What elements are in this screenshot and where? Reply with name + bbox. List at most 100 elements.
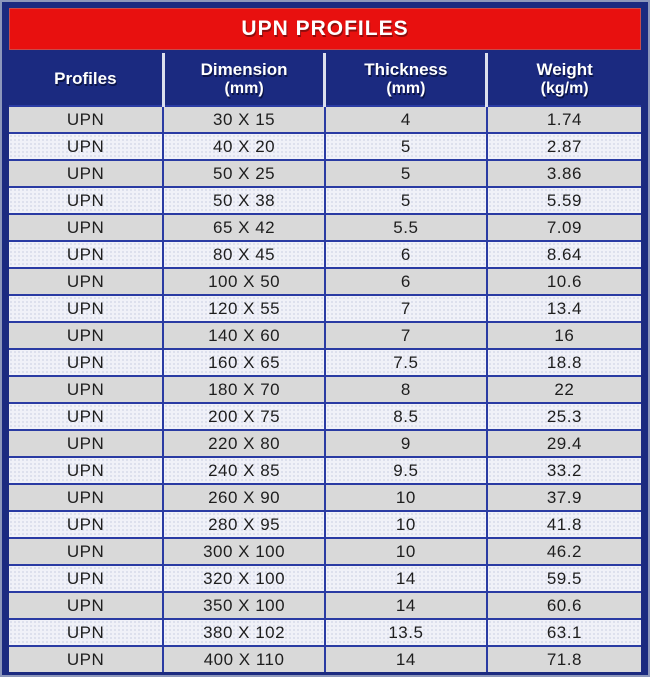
cell-profile: UPN <box>9 213 164 241</box>
cell-weight: 29.4 <box>485 429 641 457</box>
column-header-profiles: Profiles <box>9 53 164 106</box>
cell-weight: 63.1 <box>485 618 641 646</box>
cell-thickness: 6 <box>323 240 487 268</box>
cell-profile: UPN <box>9 429 164 457</box>
cell-thickness: 14 <box>323 645 487 672</box>
column-header-dimension: Dimension (mm) <box>161 53 325 106</box>
cell-dimension: 300 X 100 <box>162 537 325 565</box>
table-row: UPN 160 X 65 7.5 18.8 <box>9 348 641 376</box>
cell-profile: UPN <box>9 456 164 484</box>
cell-thickness: 5.5 <box>323 213 487 241</box>
cell-thickness: 5 <box>323 186 487 214</box>
cell-thickness: 14 <box>323 591 487 619</box>
cell-dimension: 350 X 100 <box>162 591 325 619</box>
table-row: UPN 320 X 100 14 59.5 <box>9 564 641 592</box>
title-banner: UPN PROFILES <box>9 8 641 50</box>
cell-weight: 71.8 <box>485 645 641 672</box>
cell-dimension: 200 X 75 <box>162 402 325 430</box>
table-row: UPN 140 X 60 7 16 <box>9 321 641 349</box>
cell-thickness: 6 <box>323 267 487 295</box>
cell-profile: UPN <box>9 321 164 349</box>
table-row: UPN 180 X 70 8 22 <box>9 375 641 403</box>
cell-dimension: 380 X 102 <box>162 618 325 646</box>
cell-thickness: 13.5 <box>323 618 487 646</box>
cell-dimension: 140 X 60 <box>162 321 325 349</box>
cell-dimension: 50 X 25 <box>162 159 325 187</box>
cell-profile: UPN <box>9 618 164 646</box>
cell-thickness: 14 <box>323 564 487 592</box>
cell-dimension: 280 X 95 <box>162 510 325 538</box>
cell-weight: 10.6 <box>485 267 641 295</box>
column-label: Dimension <box>200 60 288 79</box>
table-row: UPN 380 X 102 13.5 63.1 <box>9 618 641 646</box>
cell-thickness: 8 <box>323 375 487 403</box>
cell-profile: UPN <box>9 240 164 268</box>
cell-thickness: 8.5 <box>323 402 487 430</box>
cell-dimension: 100 X 50 <box>162 267 325 295</box>
cell-dimension: 400 X 110 <box>162 645 325 672</box>
cell-thickness: 10 <box>323 483 487 511</box>
cell-thickness: 5 <box>323 132 487 160</box>
table-body: UPN 30 X 15 4 1.74 UPN 40 X 20 5 2.87 UPN 50 X 25… <box>9 105 641 672</box>
cell-thickness: 9 <box>323 429 487 457</box>
cell-thickness: 4 <box>323 105 487 133</box>
cell-weight: 60.6 <box>485 591 641 619</box>
cell-dimension: 40 X 20 <box>162 132 325 160</box>
cell-weight: 33.2 <box>485 456 641 484</box>
cell-weight: 5.59 <box>485 186 641 214</box>
cell-weight: 22 <box>485 375 641 403</box>
cell-weight: 16 <box>485 321 641 349</box>
cell-thickness: 10 <box>323 537 487 565</box>
table-row: UPN 240 X 85 9.5 33.2 <box>9 456 641 484</box>
cell-thickness: 7 <box>323 294 487 322</box>
table-header: Profiles Dimension (mm) Thickness (mm) W… <box>9 53 641 106</box>
cell-dimension: 65 X 42 <box>162 213 325 241</box>
column-header-weight: Weight (kg/m) <box>485 53 641 106</box>
cell-weight: 41.8 <box>485 510 641 538</box>
page-title: UPN PROFILES <box>241 17 409 40</box>
cell-dimension: 240 X 85 <box>162 456 325 484</box>
cell-weight: 8.64 <box>485 240 641 268</box>
table-row: UPN 260 X 90 10 37.9 <box>9 483 641 511</box>
table-row: UPN 30 X 15 4 1.74 <box>9 105 641 133</box>
cell-weight: 3.86 <box>485 159 641 187</box>
column-unit: (kg/m) <box>540 80 589 97</box>
cell-weight: 37.9 <box>485 483 641 511</box>
cell-dimension: 260 X 90 <box>162 483 325 511</box>
column-unit: (mm) <box>224 80 264 97</box>
cell-dimension: 320 X 100 <box>162 564 325 592</box>
cell-weight: 46.2 <box>485 537 641 565</box>
table-row: UPN 200 X 75 8.5 25.3 <box>9 402 641 430</box>
table-row: UPN 350 X 100 14 60.6 <box>9 591 641 619</box>
cell-profile: UPN <box>9 132 164 160</box>
cell-weight: 2.87 <box>485 132 641 160</box>
column-label: Thickness <box>364 60 448 79</box>
cell-weight: 13.4 <box>485 294 641 322</box>
cell-profile: UPN <box>9 159 164 187</box>
column-label: Profiles <box>54 69 117 88</box>
cell-profile: UPN <box>9 375 164 403</box>
cell-weight: 25.3 <box>485 402 641 430</box>
table-row: UPN 40 X 20 5 2.87 <box>9 132 641 160</box>
cell-weight: 59.5 <box>485 564 641 592</box>
table-row: UPN 300 X 100 10 46.2 <box>9 537 641 565</box>
cell-dimension: 80 X 45 <box>162 240 325 268</box>
cell-dimension: 160 X 65 <box>162 348 325 376</box>
table-row: UPN 80 X 45 6 8.64 <box>9 240 641 268</box>
cell-profile: UPN <box>9 564 164 592</box>
column-header-thickness: Thickness (mm) <box>323 53 487 106</box>
cell-weight: 7.09 <box>485 213 641 241</box>
cell-thickness: 9.5 <box>323 456 487 484</box>
cell-dimension: 180 X 70 <box>162 375 325 403</box>
cell-dimension: 50 X 38 <box>162 186 325 214</box>
header-row: Profiles Dimension (mm) Thickness (mm) W… <box>9 53 641 106</box>
cell-profile: UPN <box>9 348 164 376</box>
cell-profile: UPN <box>9 591 164 619</box>
cell-profile: UPN <box>9 294 164 322</box>
cell-profile: UPN <box>9 510 164 538</box>
table-row: UPN 65 X 42 5.5 7.09 <box>9 213 641 241</box>
table-row: UPN 220 X 80 9 29.4 <box>9 429 641 457</box>
column-label: Weight <box>536 60 593 79</box>
cell-thickness: 5 <box>323 159 487 187</box>
